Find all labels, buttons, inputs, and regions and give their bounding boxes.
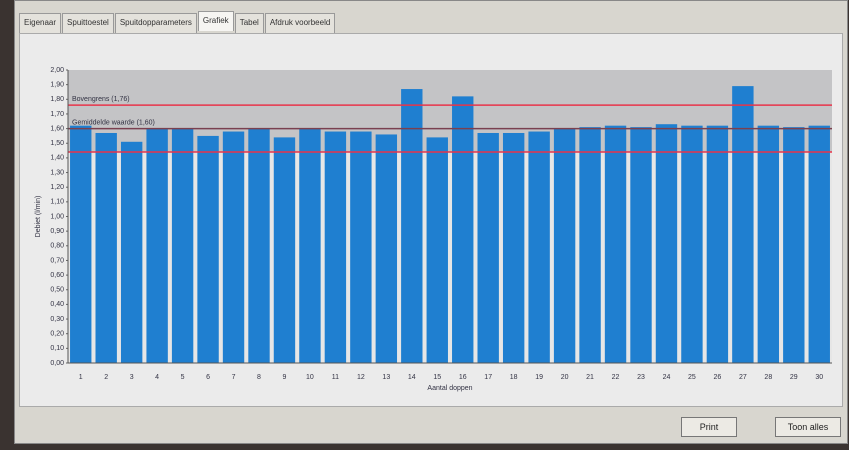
- tab[interactable]: Spuittoestel: [62, 13, 114, 33]
- x-tick-label: 14: [408, 374, 416, 381]
- x-tick-label: 26: [714, 374, 722, 381]
- x-tick-label: 24: [663, 374, 671, 381]
- y-tick-label: 0,40: [50, 301, 64, 308]
- y-tick-label: 1,40: [50, 155, 64, 162]
- y-tick-label: 1,90: [50, 81, 64, 88]
- x-tick-label: 21: [586, 374, 594, 381]
- bar: [401, 89, 423, 364]
- bar: [630, 127, 652, 363]
- y-tick-label: 0,70: [50, 257, 64, 264]
- y-tick-label: 0,80: [50, 243, 64, 250]
- button[interactable]: Print: [681, 417, 737, 437]
- x-tick-label: 29: [790, 374, 798, 381]
- x-tick-label: 6: [206, 374, 210, 381]
- bar: [655, 124, 678, 363]
- x-tick-label: 4: [155, 374, 159, 381]
- y-tick-label: 0,90: [50, 228, 64, 235]
- bar: [808, 125, 830, 363]
- tolerance-band: [68, 70, 832, 153]
- y-tick-label: 1,10: [50, 199, 64, 206]
- bar: [604, 125, 627, 363]
- tab[interactable]: Spuitdopparameters: [114, 13, 197, 33]
- y-axis-label: Debiet (l/min): [35, 196, 42, 238]
- y-tick-label: 1,70: [50, 111, 64, 118]
- bar: [528, 131, 550, 363]
- tab[interactable]: Grafiek: [197, 11, 234, 31]
- y-tick-label: 1,20: [50, 184, 64, 191]
- bar: [248, 128, 270, 363]
- bar: [426, 137, 448, 363]
- bar: [553, 128, 576, 363]
- y-tick-label: 1,50: [50, 140, 64, 147]
- bar: [452, 96, 474, 364]
- y-tick-label: 0,20: [50, 331, 64, 338]
- bar: [222, 131, 245, 363]
- x-tick-label: 16: [459, 374, 467, 381]
- bar: [732, 86, 754, 364]
- bar: [146, 128, 168, 363]
- bar: [95, 132, 117, 363]
- bar: [299, 128, 321, 363]
- x-tick-label: 7: [232, 374, 236, 381]
- y-tick-label: 1,00: [50, 213, 64, 220]
- reference-label: Gemiddelde waarde (1,60): [72, 119, 155, 126]
- y-tick-label: 1,60: [50, 125, 64, 132]
- x-tick-label: 20: [561, 374, 569, 381]
- tab[interactable]: Afdruk voorbeeld: [264, 13, 336, 33]
- x-tick-label: 2: [104, 374, 108, 381]
- x-tick-label: 25: [688, 374, 696, 381]
- bar: [783, 127, 805, 363]
- bar: [120, 141, 143, 363]
- x-tick-label: 15: [433, 374, 441, 381]
- bar: [477, 132, 499, 363]
- bar: [350, 131, 372, 363]
- x-tick-label: 27: [739, 374, 747, 381]
- bar: [502, 132, 525, 363]
- x-tick-label: 22: [612, 374, 620, 381]
- bar: [706, 125, 729, 363]
- y-tick-label: 1,80: [50, 96, 64, 103]
- y-tick-label: 0,50: [50, 287, 64, 294]
- x-tick-label: 3: [130, 374, 134, 381]
- x-tick-label: 8: [257, 374, 261, 381]
- x-tick-label: 1: [79, 374, 83, 381]
- bar: [171, 128, 194, 363]
- tab[interactable]: Eigenaar: [19, 13, 62, 33]
- x-tick-label: 28: [764, 374, 772, 381]
- bar: [757, 125, 780, 363]
- bar: [197, 135, 219, 363]
- x-tick-label: 30: [815, 374, 823, 381]
- tab[interactable]: Tabel: [234, 13, 264, 33]
- y-tick-label: 0,10: [50, 345, 64, 352]
- button[interactable]: Toon alles: [775, 417, 841, 437]
- bar: [70, 125, 92, 363]
- y-tick-label: 0,60: [50, 272, 64, 279]
- y-tick-label: 1,30: [50, 169, 64, 176]
- y-tick-label: 2,00: [50, 67, 64, 74]
- x-tick-label: 23: [637, 374, 645, 381]
- bar: [273, 137, 296, 363]
- bar: [579, 127, 601, 363]
- x-tick-label: 19: [535, 374, 543, 381]
- x-tick-label: 11: [332, 374, 339, 381]
- reference-label: Bovengrens (1,76): [72, 96, 130, 103]
- y-tick-label: 0,30: [50, 316, 64, 323]
- bar: [324, 131, 347, 363]
- x-tick-label: 10: [306, 374, 314, 381]
- y-tick-label: 0,00: [50, 360, 64, 367]
- x-tick-label: 5: [181, 374, 185, 381]
- bar: [375, 134, 398, 363]
- bar: [681, 125, 703, 363]
- x-tick-label: 9: [283, 374, 287, 381]
- x-axis-label: Aantal doppen: [427, 385, 472, 392]
- tab-bar: Eigenaar Spuittoestel Spuitdopparameters Gr…: [19, 11, 336, 33]
- x-tick-label: 12: [357, 374, 365, 381]
- x-tick-label: 18: [510, 374, 518, 381]
- x-tick-label: 17: [484, 374, 492, 381]
- x-tick-label: 13: [382, 374, 390, 381]
